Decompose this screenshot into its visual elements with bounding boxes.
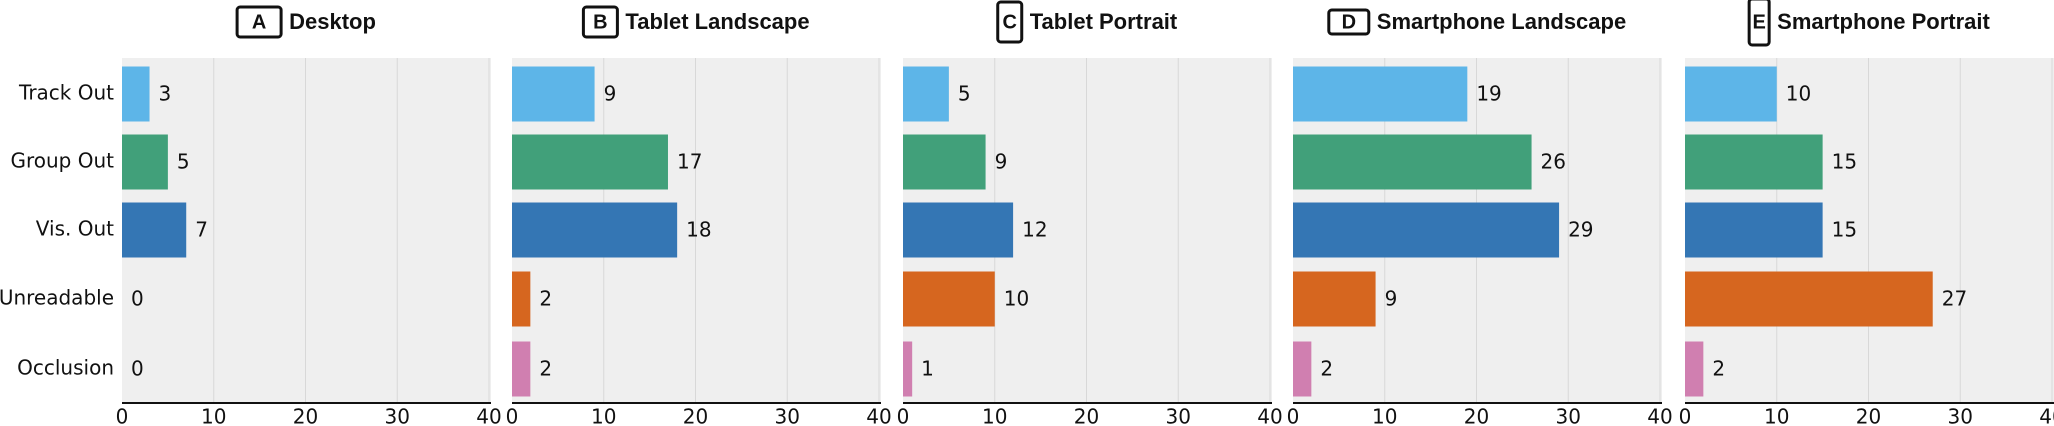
bar xyxy=(122,134,168,190)
x-tick-label: 40 xyxy=(1647,405,1672,426)
value-label: 9 xyxy=(995,150,1008,174)
icon-letter: D xyxy=(1342,11,1356,33)
icon-letter: A xyxy=(252,11,266,33)
bar xyxy=(512,202,678,258)
x-tick-label: 0 xyxy=(506,405,519,426)
value-label: 9 xyxy=(604,82,617,106)
value-label: 5 xyxy=(958,82,971,106)
x-tick-label: 20 xyxy=(1074,405,1099,426)
bar xyxy=(903,202,1014,258)
value-label: 2 xyxy=(539,357,552,381)
bar xyxy=(512,341,531,397)
x-tick-label: 30 xyxy=(385,405,410,426)
device-icon xyxy=(581,5,619,39)
value-label: 9 xyxy=(1385,287,1398,311)
value-label: 29 xyxy=(1568,218,1593,242)
x-tick-label: 20 xyxy=(1856,405,1881,426)
bar xyxy=(512,66,595,122)
chart-title: Tablet Portrait xyxy=(1030,9,1178,34)
value-label: 0 xyxy=(131,357,144,381)
bar xyxy=(903,341,913,397)
value-label: 15 xyxy=(1832,150,1857,174)
bar xyxy=(512,134,668,190)
icon-letter: C xyxy=(1003,11,1017,33)
x-tick-label: 40 xyxy=(476,405,501,426)
bar xyxy=(122,202,187,258)
bar xyxy=(1685,271,1933,327)
icon-letter: B xyxy=(593,11,607,33)
x-tick-label: 30 xyxy=(1948,405,1973,426)
x-tick-label: 30 xyxy=(1556,405,1581,426)
value-label: 7 xyxy=(195,218,208,242)
chart-title: Smartphone Portrait xyxy=(1777,9,1990,34)
value-label: 2 xyxy=(1712,357,1725,381)
x-tick-label: 20 xyxy=(1464,405,1489,426)
chart-title: Smartphone Landscape xyxy=(1377,9,1626,34)
x-tick-label: 40 xyxy=(2039,405,2054,426)
bar xyxy=(903,271,995,327)
panel-header: C Tablet Portrait xyxy=(996,0,1178,44)
value-label: 26 xyxy=(1541,150,1566,174)
x-tick-label: 10 xyxy=(201,405,226,426)
value-label: 2 xyxy=(1320,357,1333,381)
value-label: 18 xyxy=(686,218,711,242)
value-label: 1 xyxy=(921,357,934,381)
value-label: 15 xyxy=(1832,218,1857,242)
x-tick-label: 0 xyxy=(116,405,129,426)
device-icon xyxy=(996,0,1024,44)
category-label: Track Out xyxy=(18,81,114,105)
value-label: 0 xyxy=(131,287,144,311)
x-tick-label: 10 xyxy=(591,405,616,426)
bar xyxy=(1685,341,1704,397)
bar xyxy=(512,271,531,327)
value-label: 3 xyxy=(159,82,172,106)
panel-header: B Tablet Landscape xyxy=(581,5,810,39)
device-icon xyxy=(235,5,283,39)
x-tick-label: 20 xyxy=(683,405,708,426)
device-icon xyxy=(1747,0,1771,47)
chart-title: Tablet Landscape xyxy=(625,9,809,34)
bar xyxy=(1293,271,1376,327)
bar xyxy=(1293,202,1560,258)
category-label: Occlusion xyxy=(17,356,114,380)
bar xyxy=(1293,341,1312,397)
panel-header: A Desktop xyxy=(235,5,376,39)
bar xyxy=(903,66,949,122)
category-label: Unreadable xyxy=(0,286,114,310)
panel-header: D Smartphone Landscape xyxy=(1327,8,1626,36)
x-tick-label: 40 xyxy=(866,405,891,426)
value-label: 27 xyxy=(1942,287,1967,311)
x-tick-label: 0 xyxy=(1287,405,1300,426)
chart-title: Desktop xyxy=(289,9,376,34)
bar xyxy=(1685,134,1823,190)
value-label: 10 xyxy=(1004,287,1029,311)
x-tick-label: 10 xyxy=(1372,405,1397,426)
value-label: 5 xyxy=(177,150,190,174)
value-label: 17 xyxy=(677,150,702,174)
bar xyxy=(1293,66,1468,122)
x-tick-label: 30 xyxy=(775,405,800,426)
icon-letter: E xyxy=(1752,11,1765,33)
x-tick-label: 20 xyxy=(293,405,318,426)
x-tick-label: 40 xyxy=(1257,405,1282,426)
category-label: Vis. Out xyxy=(36,217,114,241)
bar xyxy=(1685,66,1777,122)
bar xyxy=(903,134,986,190)
value-label: 2 xyxy=(539,287,552,311)
bar xyxy=(122,66,150,122)
bar xyxy=(1685,202,1823,258)
value-label: 12 xyxy=(1022,218,1047,242)
x-tick-label: 30 xyxy=(1166,405,1191,426)
device-icon xyxy=(1327,8,1371,36)
value-label: 10 xyxy=(1786,82,1811,106)
value-label: 19 xyxy=(1476,82,1501,106)
x-tick-label: 10 xyxy=(982,405,1007,426)
category-label: Group Out xyxy=(10,149,114,173)
x-tick-label: 0 xyxy=(897,405,910,426)
panel-header: E Smartphone Portrait xyxy=(1747,0,1991,47)
x-tick-label: 0 xyxy=(1679,405,1692,426)
x-tick-label: 10 xyxy=(1764,405,1789,426)
bar xyxy=(1293,134,1532,190)
